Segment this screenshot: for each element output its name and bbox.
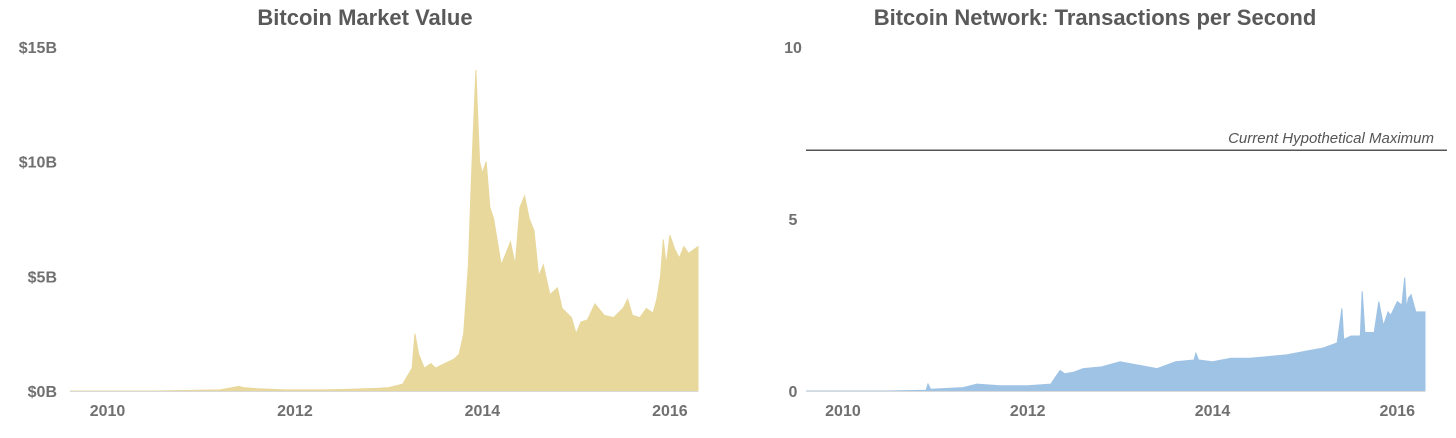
chart-2-area-series-1 bbox=[806, 277, 1426, 392]
chart-title-transactions: Bitcoin Network: Transactions per Second bbox=[873, 5, 1317, 30]
chart-2-y-tick-label: 10 bbox=[784, 40, 802, 57]
reference-line-label: Current Hypothetical Maximum bbox=[1228, 130, 1434, 147]
chart-1-x-tick-label: 2016 bbox=[652, 403, 688, 420]
chart-2-x-tick-label: 2012 bbox=[1010, 403, 1046, 420]
chart-1-y-tick-label: $5B bbox=[28, 269, 57, 286]
chart-1-area-series-1 bbox=[70, 69, 699, 392]
chart-2-y-tick-label: 0 bbox=[789, 384, 798, 401]
chart-1-x-tick-label: 2010 bbox=[90, 403, 126, 420]
chart-1-x-tick-label: 2014 bbox=[465, 403, 501, 420]
chart-1-x-tick-label: 2012 bbox=[277, 403, 313, 420]
chart-2-x-tick-label: 2014 bbox=[1195, 403, 1231, 420]
chart-1-y-tick-label: $0B bbox=[28, 384, 57, 401]
chart-1-y-tick-label: $15B bbox=[19, 40, 57, 57]
chart-1-y-tick-label: $10B bbox=[19, 155, 57, 172]
chart-title-market-value: Bitcoin Market Value bbox=[257, 5, 473, 30]
chart-2-x-tick-label: 2016 bbox=[1379, 403, 1415, 420]
chart-2-x-tick-label: 2010 bbox=[825, 403, 861, 420]
chart-2-y-tick-label: 5 bbox=[789, 212, 798, 229]
